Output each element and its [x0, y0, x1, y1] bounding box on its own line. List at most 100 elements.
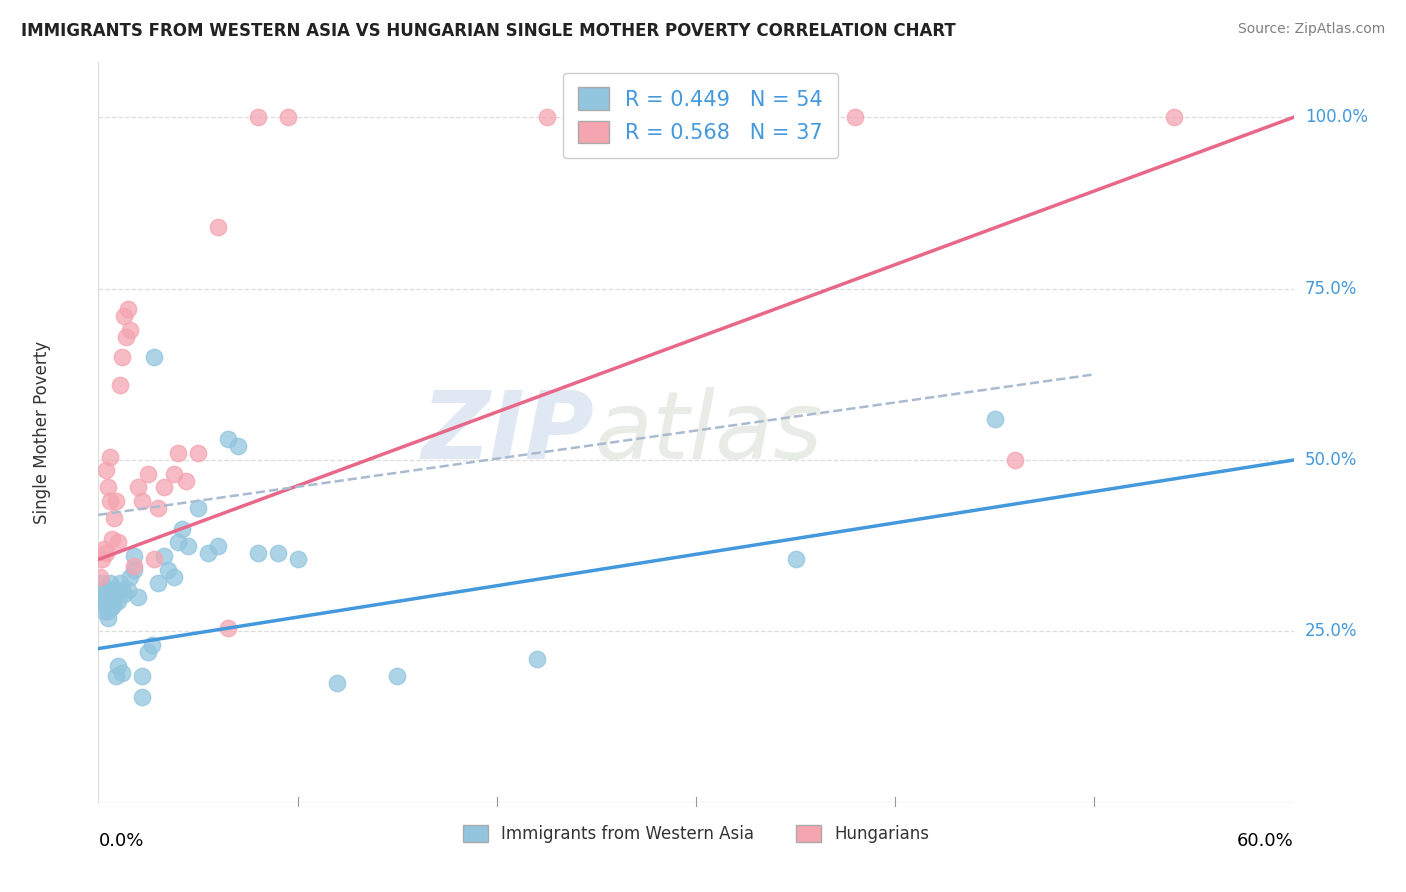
Point — [89, 569, 111, 583]
Point — [93, 597, 115, 611]
Point — [385, 669, 409, 683]
Point — [131, 669, 153, 683]
Text: atlas: atlas — [595, 387, 823, 478]
Text: 60.0%: 60.0% — [1237, 832, 1294, 850]
Point — [111, 583, 134, 598]
Text: ZIP: ZIP — [422, 386, 595, 479]
Point — [174, 474, 197, 488]
Point — [226, 439, 249, 453]
Point — [103, 597, 125, 611]
Point — [526, 652, 548, 666]
Point — [97, 480, 120, 494]
Point — [1004, 453, 1026, 467]
Point — [115, 329, 138, 343]
Point — [107, 535, 129, 549]
Point — [96, 463, 118, 477]
Point — [107, 593, 129, 607]
Point — [287, 552, 309, 566]
Point — [96, 545, 118, 559]
Text: 100.0%: 100.0% — [1305, 108, 1368, 127]
Point — [177, 539, 200, 553]
Point — [98, 590, 122, 604]
Point — [217, 621, 239, 635]
Point — [111, 350, 134, 364]
Point — [136, 467, 159, 481]
Point — [117, 302, 139, 317]
Point — [97, 593, 120, 607]
Point — [93, 542, 115, 557]
Point — [246, 545, 269, 559]
Point — [163, 467, 186, 481]
Point — [326, 676, 349, 690]
Point — [124, 563, 146, 577]
Point — [110, 576, 132, 591]
Point — [163, 569, 186, 583]
Point — [148, 576, 170, 591]
Text: 75.0%: 75.0% — [1305, 280, 1357, 298]
Point — [111, 665, 134, 680]
Point — [91, 552, 114, 566]
Point — [98, 576, 122, 591]
Point — [187, 446, 209, 460]
Point — [98, 494, 122, 508]
Point — [153, 480, 176, 494]
Point — [101, 583, 124, 598]
Point — [536, 110, 558, 124]
Point — [844, 110, 866, 124]
Point — [96, 590, 118, 604]
Point — [124, 549, 146, 563]
Point — [98, 450, 122, 464]
Point — [127, 590, 149, 604]
Text: 25.0%: 25.0% — [1305, 623, 1357, 640]
Point — [97, 604, 120, 618]
Point — [101, 532, 124, 546]
Point — [131, 494, 153, 508]
Point — [105, 494, 128, 508]
Point — [136, 645, 159, 659]
Point — [120, 323, 142, 337]
Point — [207, 539, 229, 553]
Point — [277, 110, 299, 124]
Point — [110, 377, 132, 392]
Text: 50.0%: 50.0% — [1305, 451, 1357, 469]
Point — [117, 583, 139, 598]
Point — [267, 545, 290, 559]
Point — [143, 552, 166, 566]
Point — [167, 446, 190, 460]
Point — [103, 511, 125, 525]
Point — [207, 219, 229, 234]
Point — [93, 604, 115, 618]
Point — [107, 658, 129, 673]
Point — [984, 412, 1007, 426]
Point — [127, 480, 149, 494]
Legend: Immigrants from Western Asia, Hungarians: Immigrants from Western Asia, Hungarians — [456, 819, 936, 850]
Point — [112, 309, 135, 323]
Point — [785, 552, 807, 566]
Point — [157, 563, 180, 577]
Point — [91, 583, 114, 598]
Point — [96, 583, 118, 598]
Point — [197, 545, 219, 559]
Point — [167, 535, 190, 549]
Point — [1163, 110, 1185, 124]
Point — [105, 669, 128, 683]
Text: 0.0%: 0.0% — [98, 832, 143, 850]
Point — [172, 522, 194, 536]
Point — [246, 110, 269, 124]
Point — [112, 587, 135, 601]
Point — [93, 587, 115, 601]
Text: IMMIGRANTS FROM WESTERN ASIA VS HUNGARIAN SINGLE MOTHER POVERTY CORRELATION CHAR: IMMIGRANTS FROM WESTERN ASIA VS HUNGARIA… — [21, 22, 956, 40]
Text: Source: ZipAtlas.com: Source: ZipAtlas.com — [1237, 22, 1385, 37]
Point — [187, 501, 209, 516]
Point — [143, 350, 166, 364]
Point — [153, 549, 176, 563]
Point — [148, 501, 170, 516]
Point — [131, 690, 153, 704]
Point — [217, 433, 239, 447]
Point — [91, 576, 114, 591]
Point — [120, 569, 142, 583]
Point — [124, 559, 146, 574]
Point — [101, 600, 124, 615]
Point — [97, 610, 120, 624]
Point — [89, 590, 111, 604]
